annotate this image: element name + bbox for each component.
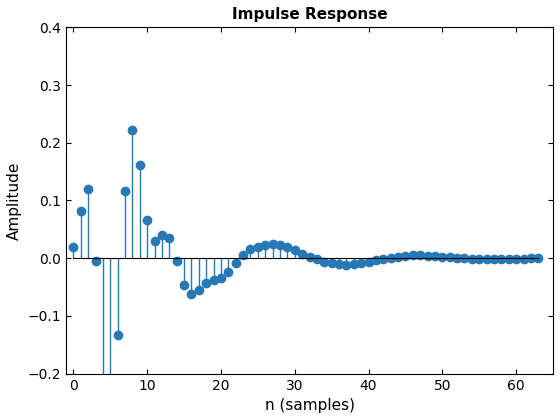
X-axis label: n (samples): n (samples) xyxy=(264,398,354,413)
Title: Impulse Response: Impulse Response xyxy=(232,7,388,22)
Y-axis label: Amplitude: Amplitude xyxy=(7,161,22,240)
